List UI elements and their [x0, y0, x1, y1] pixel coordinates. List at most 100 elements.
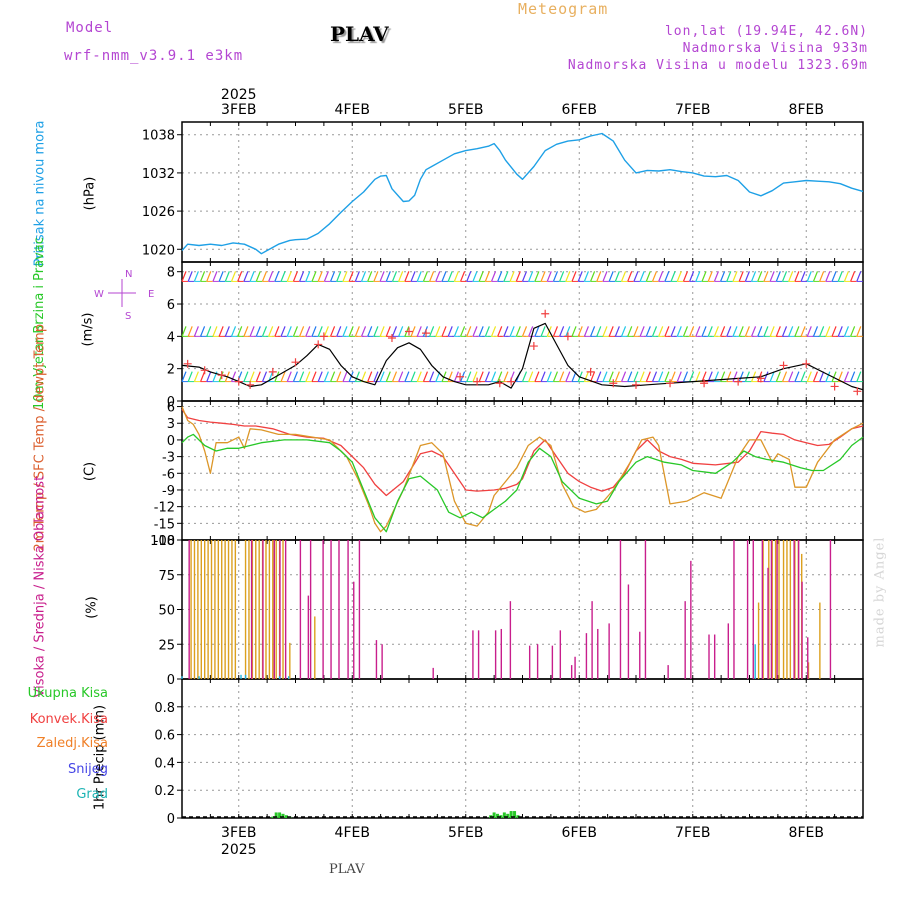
- wind-barb: [305, 326, 311, 337]
- wind-gust-marker: [183, 359, 192, 368]
- x-bottom-label: 8FEB: [789, 825, 824, 841]
- wind-barb: [466, 271, 472, 282]
- wind-barb: [837, 271, 843, 282]
- wind-barb: [645, 271, 651, 282]
- wind-barb: [367, 271, 373, 282]
- precip-bar: [509, 811, 513, 818]
- wind-barb: [255, 271, 261, 282]
- x-bottom-label: 3FEB: [221, 825, 256, 841]
- y-tick-label: 1020: [142, 243, 175, 258]
- wind-barb: [268, 271, 274, 282]
- wind-barb: [590, 371, 596, 382]
- wind-barb: [757, 271, 763, 282]
- wind-barb: [732, 271, 738, 282]
- wind-barb: [435, 326, 441, 337]
- wind-barb: [645, 371, 651, 382]
- wind-barb: [614, 326, 620, 337]
- wind-barb: [614, 371, 620, 382]
- wind-barb: [850, 271, 856, 282]
- wind-barb: [453, 271, 459, 282]
- wind-barb: [769, 326, 775, 337]
- wind-barb: [360, 326, 367, 337]
- wind-barb: [540, 326, 546, 337]
- x-bottom-label: 7FEB: [675, 825, 710, 841]
- wind-barb: [726, 326, 732, 337]
- wind-barb: [373, 371, 379, 382]
- wind-barb: [689, 326, 695, 337]
- wind-barb: [707, 326, 713, 337]
- wind-barb: [670, 371, 676, 382]
- wind-barb: [218, 271, 224, 282]
- y-tick-label: 100: [150, 534, 175, 549]
- footer-station: PLAV: [329, 862, 365, 877]
- wind-barb: [385, 371, 391, 382]
- wind-barb: [639, 371, 645, 382]
- wind-barb: [713, 326, 719, 337]
- wind-gust-marker: [586, 367, 595, 376]
- wind-barb: [577, 326, 583, 337]
- wind-barb: [726, 371, 732, 382]
- wind-barb: [552, 271, 559, 282]
- wind-barb: [521, 371, 528, 382]
- y-tick-label: 4: [167, 330, 175, 345]
- wind-barb: [435, 271, 441, 282]
- wind-barb: [701, 271, 707, 282]
- wind-barb: [429, 326, 435, 337]
- wind-barb: [571, 271, 577, 282]
- wind-barb: [460, 326, 466, 337]
- wind-barb: [404, 371, 410, 382]
- wind-barb: [825, 371, 831, 382]
- wind-barb: [299, 326, 305, 337]
- wind-barb: [466, 326, 472, 337]
- wind-barb: [825, 326, 831, 337]
- wind-barb: [460, 271, 466, 282]
- wind-barb: [398, 271, 404, 282]
- wind-barb: [311, 271, 317, 282]
- wind-barb: [695, 371, 701, 382]
- wind-barb: [416, 326, 422, 337]
- wind-barb: [689, 271, 695, 282]
- wind-barb: [608, 371, 614, 382]
- altitude-label: Nadmorska Visina 933m: [682, 41, 868, 56]
- wind-barb: [695, 271, 701, 282]
- wind-barb: [664, 326, 670, 337]
- wind-barb: [763, 371, 769, 382]
- y-tick-label: -15: [154, 517, 175, 532]
- wind-barb: [286, 271, 292, 282]
- wind-barb: [843, 371, 849, 382]
- precip-bar: [284, 815, 288, 818]
- wind-barb: [565, 326, 571, 337]
- wind-barb: [751, 326, 757, 337]
- x-top-label: 6FEB: [562, 102, 597, 118]
- wind-barb: [187, 371, 193, 382]
- wind-barb: [447, 371, 453, 382]
- wind-barb: [664, 271, 670, 282]
- wind-barb: [720, 326, 726, 337]
- wind-barb: [249, 271, 255, 282]
- wind-gust-marker: [246, 380, 255, 389]
- wind-barb: [651, 271, 658, 282]
- wind-barb: [590, 326, 596, 337]
- wind-barb: [249, 371, 255, 382]
- wind-barb: [769, 271, 775, 282]
- wind-barb: [800, 326, 806, 337]
- wind-barb: [528, 326, 534, 337]
- wind-gust-marker: [291, 358, 300, 367]
- wind-barb: [292, 371, 298, 382]
- compass-w: W: [94, 289, 104, 300]
- wind-barb: [781, 271, 788, 282]
- wind-barb: [317, 371, 323, 382]
- wind-speed-line: [181, 322, 864, 391]
- wind-barb: [540, 271, 546, 282]
- wind-barb: [410, 271, 416, 282]
- wind-barb: [280, 326, 286, 337]
- wind-barb: [206, 371, 212, 382]
- wind-gust-marker: [632, 380, 640, 389]
- wind-barb: [292, 271, 298, 282]
- wind-barb: [255, 326, 261, 337]
- wind-barb: [701, 326, 707, 337]
- wind-barb: [651, 326, 658, 337]
- wind-barb: [206, 326, 212, 337]
- wind-barb: [261, 271, 268, 282]
- wind-barb: [311, 371, 317, 382]
